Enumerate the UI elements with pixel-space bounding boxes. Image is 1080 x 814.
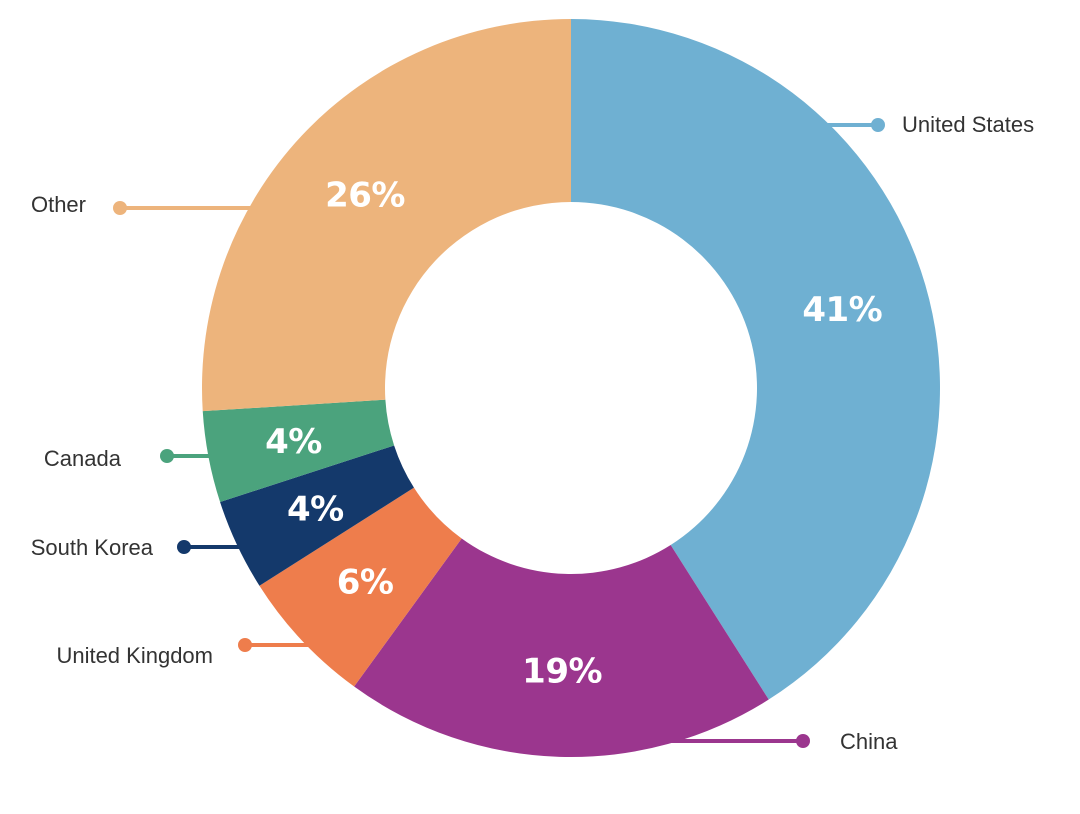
percent-label-china: 19% [522,651,602,691]
category-label-south-korea: South Korea [31,535,154,560]
category-label-canada: Canada [44,446,122,471]
slice-south-korea [220,445,414,586]
leader-dot-south-korea [177,540,191,554]
slice-united-kingdom [259,487,462,687]
category-label-other: Other [31,192,86,217]
category-label-group: United States China United Kingdom South Ko… [31,112,1034,754]
percent-label-other: 26% [325,176,405,216]
leader-group [113,118,885,748]
slice-canada [202,399,395,503]
leader-dot-united-kingdom [238,638,252,652]
percent-label-united-states: 41% [802,290,882,330]
percent-label-south-korea: 4% [287,489,344,529]
leader-dot-united-states [871,118,885,132]
category-label-china: China [840,729,898,754]
category-label-united-states: United States [902,112,1034,137]
slice-united-states [571,19,941,700]
leader-dot-other [113,201,127,215]
slice-group [201,19,941,758]
leader-dot-canada [160,449,174,463]
percent-label-group: 41% 19% 6% 4% 4% 26% [265,176,883,692]
slice-other [201,19,571,412]
category-label-united-kingdom: United Kingdom [56,643,213,668]
percent-label-canada: 4% [265,422,322,462]
percent-label-united-kingdom: 6% [337,562,394,602]
leader-dot-china [796,734,810,748]
slice-china [354,538,769,758]
